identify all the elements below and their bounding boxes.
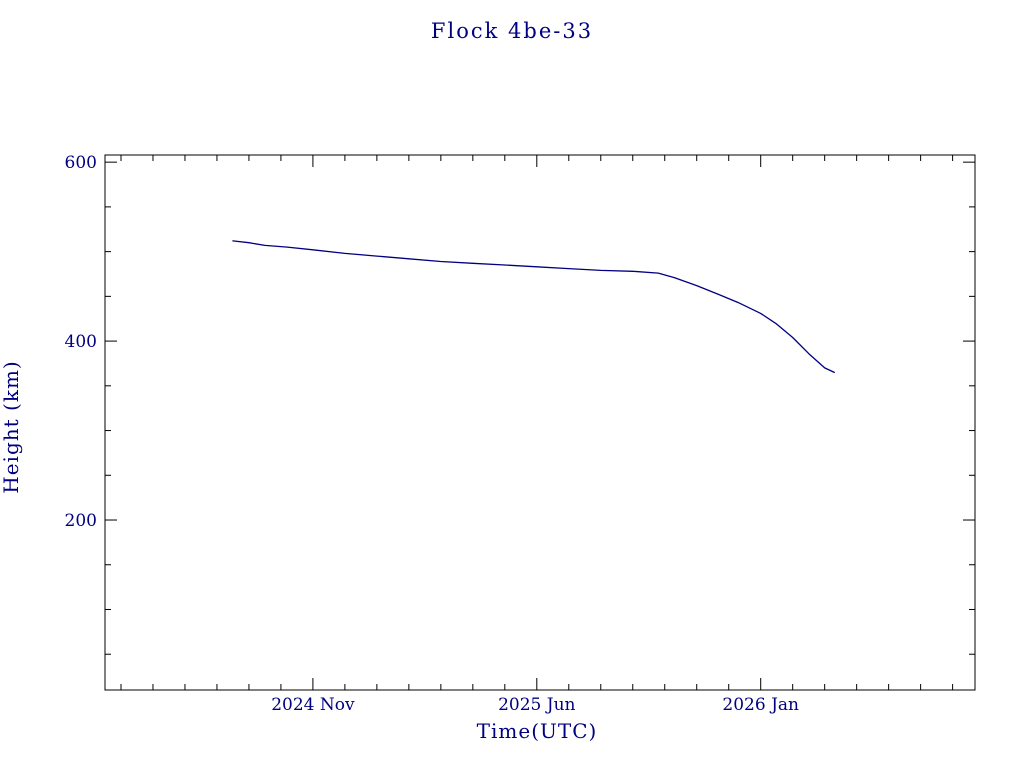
x-tick-label: 2024 Nov <box>271 695 355 715</box>
x-tick-label: 2026 Jan <box>722 695 799 715</box>
y-tick-label: 200 <box>65 511 97 531</box>
y-tick-label: 600 <box>65 153 97 173</box>
x-tick-label: 2025 Jun <box>498 695 575 715</box>
plot-frame <box>104 154 976 691</box>
chart-title: Flock 4be-33 <box>431 19 593 43</box>
y-axis-label: Height (km) <box>0 360 23 493</box>
height-curve <box>232 240 835 374</box>
x-axis-label: Time(UTC) <box>477 719 598 743</box>
y-tick-label: 400 <box>65 332 97 352</box>
